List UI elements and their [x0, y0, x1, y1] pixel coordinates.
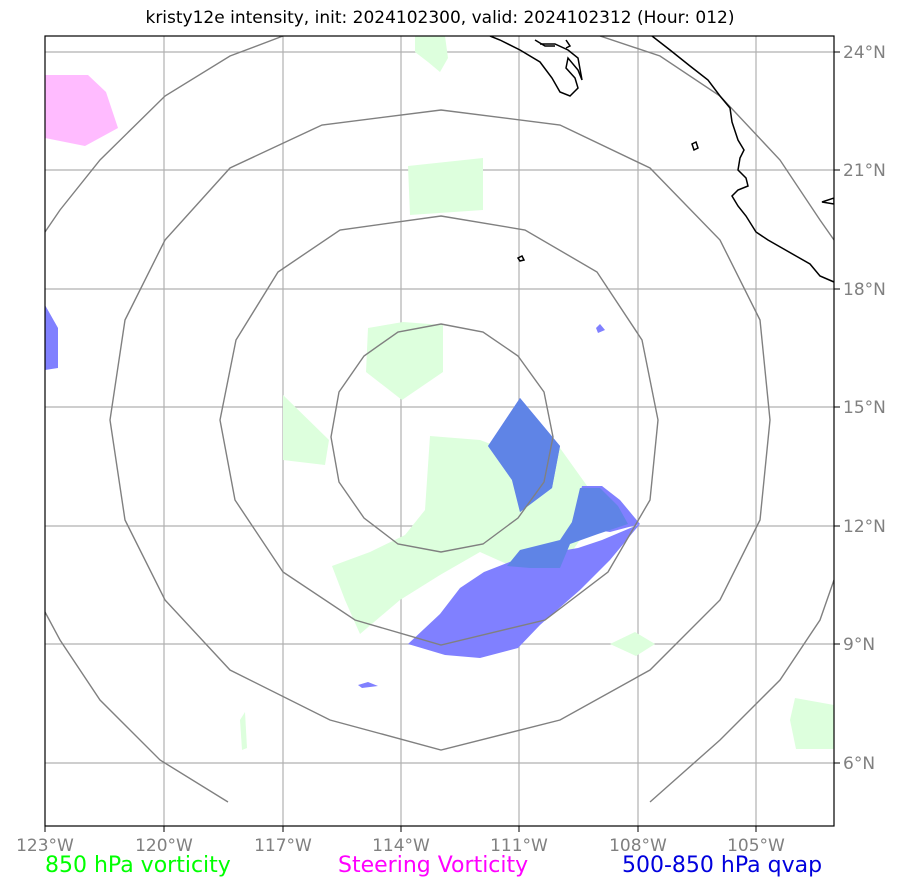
lat-tick-label: 12°N	[843, 517, 886, 537]
map-frame	[44, 35, 835, 827]
lat-tick-label: 24°N	[843, 43, 886, 63]
tick-marks	[44, 51, 840, 832]
lon-tick-label: 111°W	[490, 836, 548, 856]
lat-tick-label: 15°N	[843, 398, 886, 418]
coastline	[489, 36, 834, 283]
lat-tick-label: 6°N	[843, 754, 875, 774]
lon-tick-label: 117°W	[254, 836, 312, 856]
lon-tick-label: 108°W	[609, 836, 667, 856]
steering-vorticity-area	[45, 75, 118, 146]
lat-tick-labels: 24°N 21°N 18°N 15°N 12°N 9°N 6°N	[843, 43, 886, 774]
legend-steering-vorticity: Steering Vorticity	[338, 853, 529, 878]
lat-tick-label: 18°N	[843, 280, 886, 300]
lat-tick-label: 21°N	[843, 161, 886, 181]
lon-tick-labels: 123°W 120°W 117°W 114°W 111°W 108°W 105°…	[16, 836, 785, 856]
qvap-vorticity-overlap	[488, 398, 628, 568]
lon-tick-label: 123°W	[16, 836, 74, 856]
lon-tick-label: 105°W	[727, 836, 785, 856]
lat-tick-label: 9°N	[843, 635, 875, 655]
vorticity-850-areas	[240, 36, 834, 750]
legend-qvap: 500-850 hPa qvap	[622, 853, 823, 878]
lon-tick-label: 120°W	[135, 836, 193, 856]
gridlines	[45, 36, 834, 826]
range-rings	[45, 36, 834, 803]
lon-tick-label: 114°W	[372, 836, 430, 856]
plot-title: kristy12e intensity, init: 2024102300, v…	[145, 8, 735, 28]
legend-850-vorticity: 850 hPa vorticity	[45, 853, 231, 878]
